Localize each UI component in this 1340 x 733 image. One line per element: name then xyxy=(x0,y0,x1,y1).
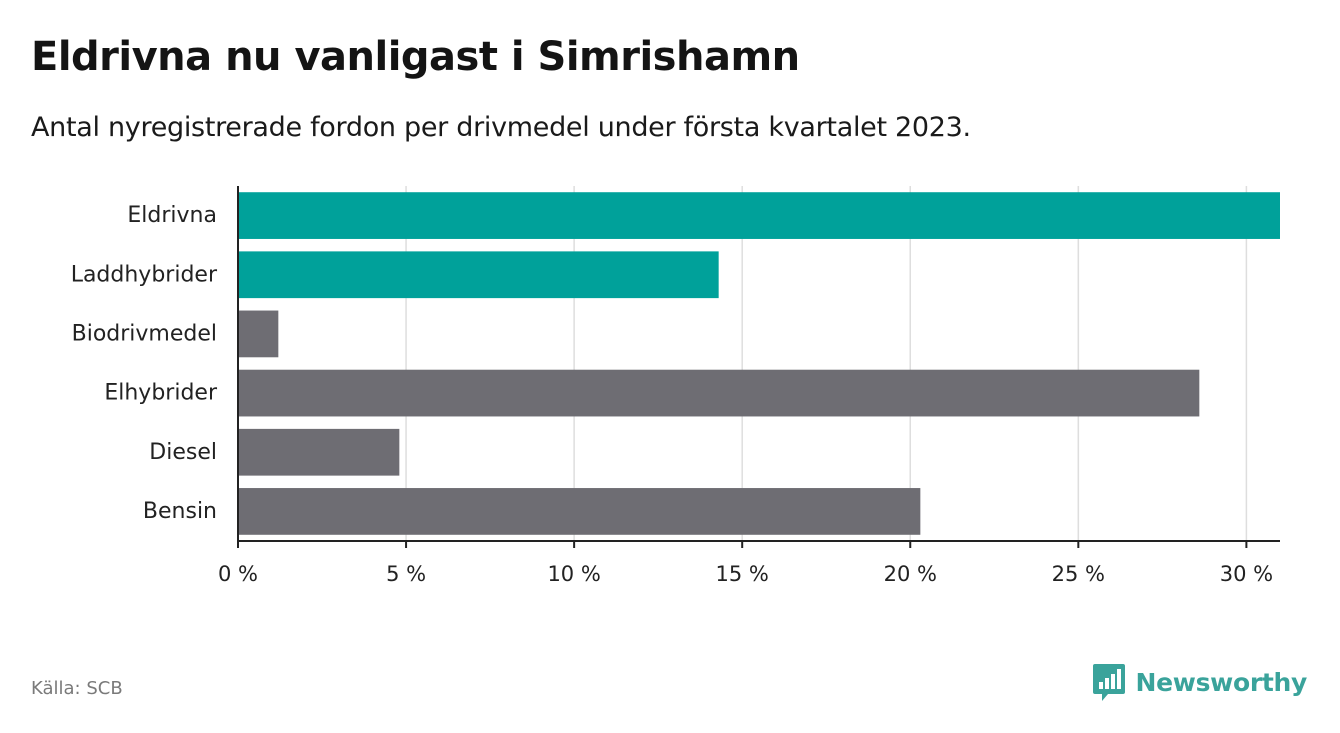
bar xyxy=(238,192,1280,239)
category-label: Laddhybrider xyxy=(71,262,218,287)
chart-title: Eldrivna nu vanligast i Simrishamn xyxy=(31,34,800,80)
chart-subtitle: Antal nyregistrerade fordon per drivmede… xyxy=(31,112,971,143)
category-label: Biodrivmedel xyxy=(72,321,217,346)
category-label: Elhybrider xyxy=(104,381,218,406)
bar xyxy=(238,310,279,358)
category-label: Diesel xyxy=(149,440,217,465)
x-tick-label: 10 % xyxy=(547,562,600,586)
x-tick-label: 5 % xyxy=(386,562,426,586)
brand-logo: Newsworthy xyxy=(1092,660,1308,704)
x-tick-label: 15 % xyxy=(716,562,769,586)
source-note: Källa: SCB xyxy=(31,678,123,699)
x-tick-label: 30 % xyxy=(1220,562,1273,586)
bar-chart-logo-icon xyxy=(1092,664,1125,701)
brand-name: Newsworthy xyxy=(1135,667,1308,697)
x-tick-label: 0 % xyxy=(218,562,258,586)
x-tick-label: 25 % xyxy=(1052,562,1105,586)
x-tick-label: 20 % xyxy=(884,562,937,586)
category-label: Bensin xyxy=(143,499,217,524)
bar xyxy=(238,369,1200,417)
bar xyxy=(238,251,719,299)
bar-chart: Eldrivna Laddhybrider Biodrivmedel Elhybrid… xyxy=(71,186,1280,586)
bar xyxy=(238,488,921,535)
category-label: Eldrivna xyxy=(127,203,217,228)
bar xyxy=(238,428,400,476)
